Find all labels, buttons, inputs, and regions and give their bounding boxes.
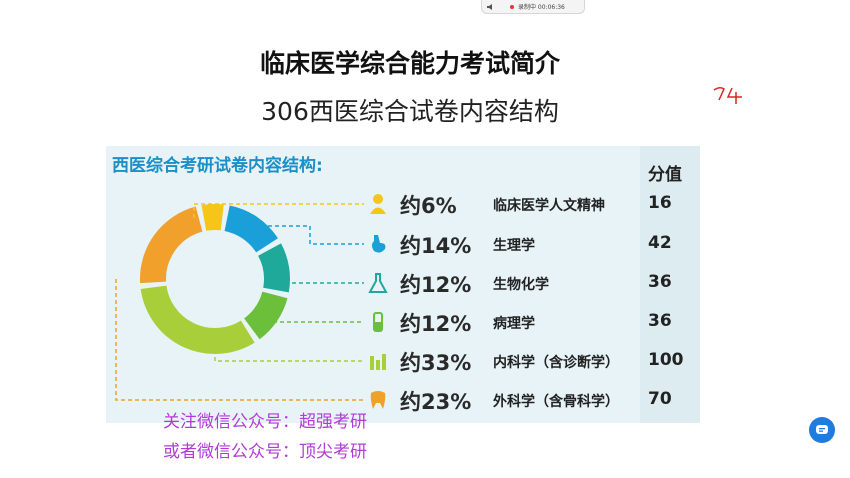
- donut-chart: [115, 203, 364, 401]
- flask-icon: [368, 272, 388, 298]
- percent-label: 约23%: [400, 390, 472, 414]
- recording-bar[interactable]: 录制中 00:06:36: [481, 0, 585, 14]
- score-value: 36: [648, 272, 672, 292]
- score-value: 42: [648, 233, 672, 253]
- watermark-line-2: 或者微信公众号：顶尖考研: [163, 442, 367, 462]
- chat-button[interactable]: [809, 417, 835, 443]
- speaker-icon[interactable]: [486, 3, 496, 11]
- donut-slice-5: [140, 284, 255, 354]
- score-value: 100: [648, 350, 684, 370]
- record-dot-icon: [510, 4, 514, 9]
- percent-label: 约12%: [400, 273, 472, 297]
- subject-label: 生理学: [493, 238, 535, 254]
- subject-label: 病理学: [493, 316, 535, 332]
- leader-line-1: [193, 203, 364, 218]
- leader-line-2: [254, 225, 364, 245]
- donut-slice-4: [243, 291, 288, 340]
- percent-label: 约6%: [400, 194, 457, 218]
- score-value: 16: [648, 193, 672, 213]
- donut-slice-1: [201, 204, 224, 231]
- leader-line-6: [115, 279, 364, 401]
- subject-label: 内科学（含诊断学）: [493, 355, 619, 371]
- person-icon: [368, 193, 388, 219]
- score-header: 分值: [648, 165, 682, 185]
- percent-label: 约14%: [400, 234, 472, 258]
- subject-label: 外科学（含骨科学）: [493, 394, 619, 410]
- page-subtitle: 306西医综合试卷内容结构: [261, 97, 559, 126]
- handwritten-annotation: [712, 84, 746, 112]
- lab-icon: [368, 350, 388, 376]
- test-tube-icon: [368, 311, 388, 337]
- stomach-icon: [368, 233, 388, 259]
- percent-label: 约33%: [400, 351, 472, 375]
- subject-label: 生物化学: [493, 277, 549, 293]
- donut-slice-2: [224, 205, 278, 253]
- donut-slice-6: [140, 206, 203, 284]
- donut-slice-3: [257, 243, 290, 293]
- page-title: 临床医学综合能力考试简介: [259, 49, 560, 78]
- score-value: 36: [648, 311, 672, 331]
- leader-line-5: [214, 357, 364, 362]
- recording-status: 录制中 00:06:36: [518, 4, 565, 11]
- watermark-line-1: 关注微信公众号：超强考研: [163, 412, 367, 432]
- score-column: [640, 146, 700, 423]
- percent-label: 约12%: [400, 312, 472, 336]
- subject-label: 临床医学人文精神: [493, 198, 605, 214]
- panel-title: 西医综合考研试卷内容结构:: [112, 156, 323, 176]
- chat-icon: [816, 425, 828, 434]
- tooth-icon: [368, 389, 388, 415]
- score-value: 70: [648, 389, 672, 409]
